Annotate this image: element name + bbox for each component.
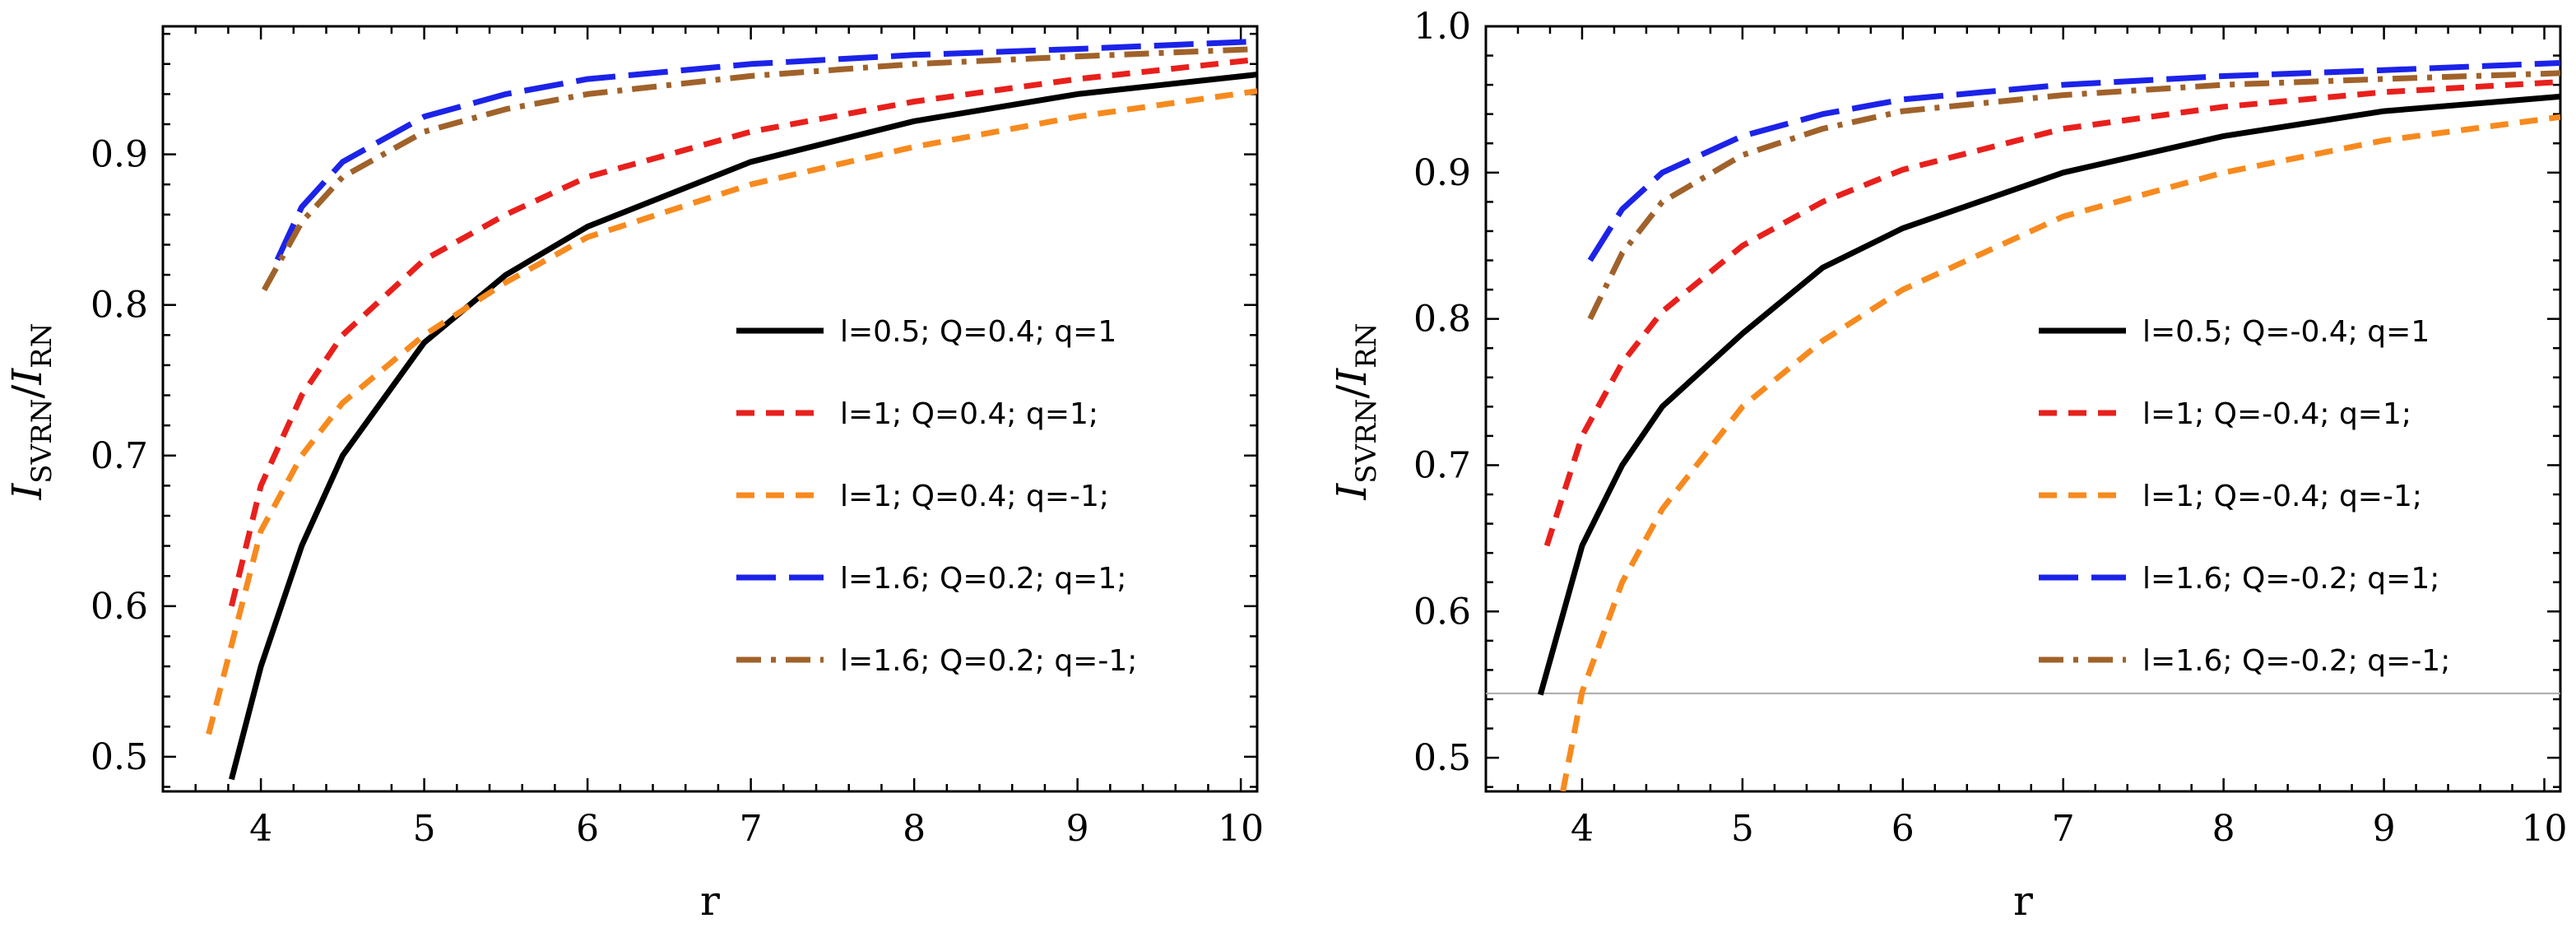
- series-line-2: [1543, 79, 2560, 547]
- series-line-5: [262, 46, 1257, 292]
- x-axis-label: r: [700, 877, 720, 925]
- legend-label: l=1; Q=0.4; q=1;: [840, 397, 1098, 431]
- y-axis-label: ISVRN/IRN: [1328, 323, 1383, 501]
- legend-label: l=1; Q=-0.4; q=1;: [2142, 397, 2411, 431]
- legend-label: l=1.6; Q=-0.2; q=-1;: [2142, 644, 2450, 678]
- y-tick-label: 0.7: [1413, 444, 1471, 486]
- legend-label: l=1.6; Q=-0.2; q=1;: [2142, 562, 2439, 596]
- legend-label: l=1.6; Q=0.2; q=-1;: [840, 644, 1137, 678]
- x-tick-label: 8: [903, 808, 926, 850]
- x-axis-label: r: [2013, 877, 2033, 925]
- legend-label: l=1.6; Q=0.2; q=1;: [840, 562, 1126, 596]
- plot-frame: [161, 25, 1259, 793]
- series-line-3: [206, 88, 1257, 735]
- legend-label: l=1; Q=0.4; q=-1;: [840, 480, 1109, 513]
- y-tick-label: 0.8: [91, 285, 148, 327]
- series-line-3: [1560, 114, 2560, 791]
- legend-label: l=0.5; Q=0.4; q=1: [840, 315, 1116, 349]
- y-tick-label: 0.7: [91, 435, 148, 477]
- chart-panel-2: 4 5 6 7 8 9 10 0.5 0.6 0.7 0.8 0.9 1.0 l=0.5; Q=-0.4;…: [1328, 6, 2568, 925]
- x-tick-label: 6: [1891, 808, 1915, 850]
- x-tick-label: 7: [740, 808, 763, 850]
- x-tick-label: 5: [413, 808, 436, 850]
- x-tick-label: 10: [2522, 808, 2568, 850]
- series-line-5: [1587, 70, 2560, 321]
- x-tick-label: 5: [1731, 808, 1754, 850]
- x-tick-label: 10: [1218, 808, 1264, 850]
- x-tick-label: 8: [2212, 808, 2235, 850]
- series-line-1: [1537, 93, 2560, 696]
- x-tick-label: 7: [2052, 808, 2075, 850]
- y-tick-label: 1.0: [1413, 6, 1471, 48]
- series-line-4: [1587, 60, 2560, 262]
- y-tick-label: 0.8: [1413, 299, 1471, 341]
- legend-label: l=1; Q=-0.4; q=-1;: [2142, 480, 2422, 513]
- plot-frame: [1484, 25, 2562, 793]
- x-tick-label: 9: [2373, 808, 2396, 850]
- y-axis-label: ISVRN/IRN: [3, 323, 58, 501]
- legend: l=0.5; Q=-0.4; q=1 l=1; Q=-0.4; q=1; l=1; …: [2039, 315, 2450, 678]
- x-tick-label: 4: [1571, 808, 1594, 850]
- legend-label: l=0.5; Q=-0.4; q=1: [2142, 315, 2430, 349]
- y-tick-label: 0.9: [91, 134, 148, 176]
- x-tick-label: 4: [249, 808, 272, 850]
- y-tick-label: 0.5: [91, 736, 148, 778]
- y-tick-label: 0.6: [91, 586, 148, 628]
- x-tick-label: 9: [1066, 808, 1089, 850]
- series-line-4: [274, 38, 1257, 262]
- y-tick-label: 0.9: [1413, 152, 1471, 194]
- series-line-1: [229, 72, 1257, 781]
- legend: l=0.5; Q=0.4; q=1 l=1; Q=0.4; q=1; l=1; Q=…: [736, 315, 1137, 678]
- chart-panel-1: 4 5 6 7 8 9 10 0.5 0.6 0.7 0.8 0.9 l=0.5; Q=0.4; q=1…: [3, 25, 1264, 925]
- y-tick-label: 0.5: [1413, 737, 1471, 779]
- series-line-2: [228, 56, 1257, 607]
- x-tick-label: 6: [576, 808, 599, 850]
- y-tick-label: 0.6: [1413, 591, 1471, 633]
